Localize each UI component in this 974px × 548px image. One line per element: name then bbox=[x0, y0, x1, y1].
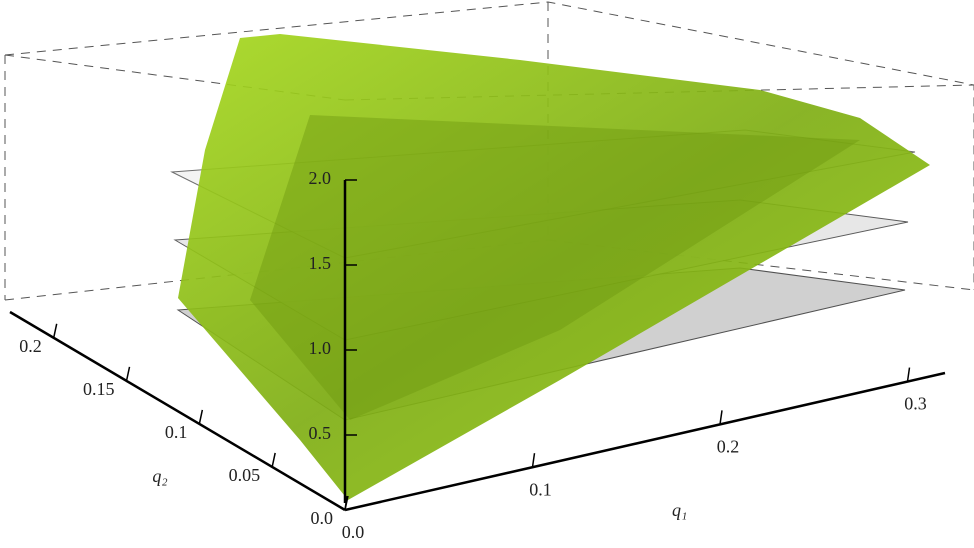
y-tick bbox=[271, 452, 276, 468]
x-tick-label: 0.0 bbox=[342, 522, 365, 542]
y-tick-label: 0.05 bbox=[229, 465, 261, 485]
x-tick bbox=[531, 453, 536, 468]
y-tick-label: 0.0 bbox=[311, 508, 334, 528]
z-tick-label: 1.5 bbox=[309, 253, 332, 273]
y-axis-label: q₂ bbox=[152, 466, 167, 486]
y-tick-label: 0.15 bbox=[83, 379, 115, 399]
y-axis bbox=[9, 310, 346, 512]
z-tick-label: 1.0 bbox=[309, 338, 332, 358]
x-tick bbox=[719, 410, 723, 425]
x-tick-label: 0.1 bbox=[529, 479, 552, 499]
z-tick-label: 0.5 bbox=[309, 423, 332, 443]
z-tick-label: 2.0 bbox=[309, 168, 332, 188]
y-tick bbox=[125, 366, 131, 382]
x-axis-label: q₁ bbox=[672, 500, 687, 520]
y-tick bbox=[198, 409, 204, 425]
y-tick bbox=[52, 323, 58, 338]
x-axis bbox=[344, 371, 946, 512]
surface bbox=[178, 34, 930, 500]
x-tick-label: 0.2 bbox=[717, 437, 740, 457]
x-tick-label: 0.3 bbox=[904, 394, 927, 414]
y-tick bbox=[344, 495, 349, 511]
y-tick-label: 0.1 bbox=[165, 422, 188, 442]
y-tick-label: 0.2 bbox=[19, 336, 42, 356]
x-tick bbox=[906, 367, 911, 382]
